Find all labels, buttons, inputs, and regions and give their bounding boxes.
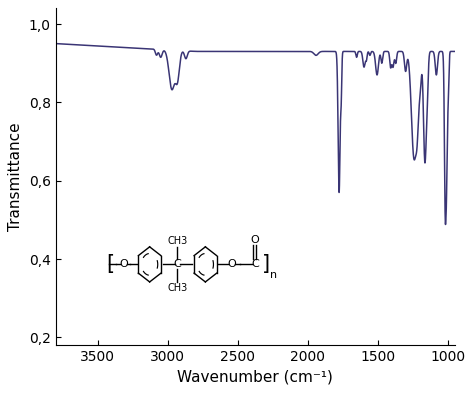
X-axis label: Wavenumber (cm⁻¹): Wavenumber (cm⁻¹) [177, 370, 333, 385]
Y-axis label: Transmittance: Transmittance [9, 123, 23, 231]
